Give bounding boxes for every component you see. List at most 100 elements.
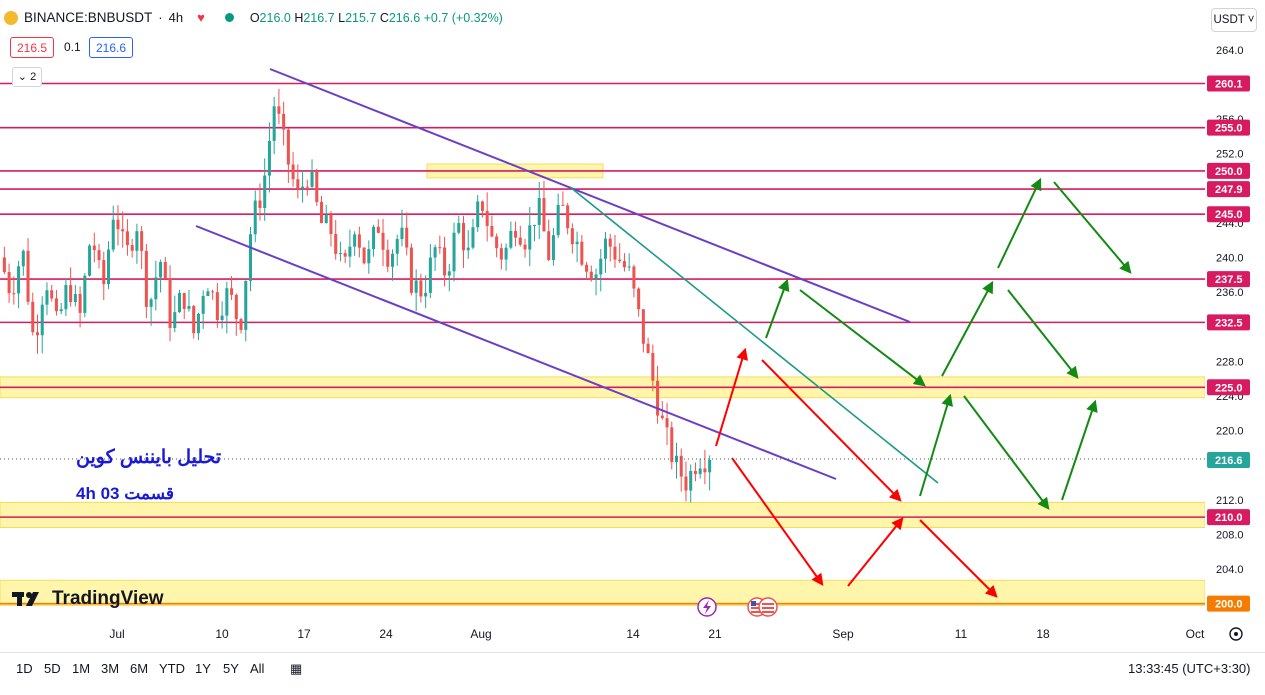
- symbol-label[interactable]: BINANCE:BNBUSDT: [24, 10, 153, 25]
- range-5y[interactable]: 5Y: [223, 661, 239, 676]
- candle-body: [495, 236, 499, 249]
- candle-body: [329, 214, 333, 235]
- candle-body: [286, 129, 290, 165]
- scenario-arrow-bearish: [761, 359, 902, 502]
- chevron-down-icon: ⌄: [17, 71, 28, 83]
- candle-body: [64, 285, 68, 310]
- candle-body: [353, 234, 357, 247]
- settings-gear-icon[interactable]: [1229, 627, 1243, 641]
- candle-body: [78, 294, 82, 313]
- range-1y[interactable]: 1Y: [195, 661, 211, 676]
- indicator-layers-toggle[interactable]: ⌄ 2: [12, 67, 42, 87]
- tradingview-logo[interactable]: TradingView: [12, 588, 164, 610]
- candle-body: [116, 219, 120, 230]
- support-zone[interactable]: [0, 579, 1206, 606]
- level-price-label: 237.5: [1215, 274, 1243, 286]
- candle-body: [12, 293, 16, 295]
- lightning-event-icon[interactable]: [697, 597, 717, 617]
- candle-body: [570, 228, 574, 245]
- candle-body: [267, 140, 271, 176]
- level-price-tag: [1207, 162, 1250, 179]
- heart-icon[interactable]: ♥: [197, 10, 205, 25]
- trendline-drawings[interactable]: [195, 68, 939, 484]
- analysis-episode: 4h قسمت 03: [76, 484, 175, 503]
- date-range-calendar-icon[interactable]: ▦: [290, 661, 303, 676]
- candle-body: [357, 234, 361, 248]
- range-1d[interactable]: 1D: [16, 661, 33, 676]
- candle-body: [679, 455, 683, 477]
- channel-upper-line[interactable]: [269, 68, 911, 323]
- candle-body: [580, 241, 584, 265]
- range-ytd[interactable]: YTD: [159, 661, 185, 676]
- candle-body: [490, 225, 494, 237]
- level-price-tag: [1207, 314, 1250, 331]
- candle-body: [125, 231, 129, 246]
- sell-price-button[interactable]: 216.5: [10, 37, 55, 58]
- scenario-arrow-bullish: [1061, 399, 1098, 501]
- price-axis-tick: 240.0: [1216, 252, 1244, 264]
- candle-body: [452, 232, 456, 272]
- candle-body: [144, 250, 148, 307]
- candle-body: [537, 198, 541, 225]
- candle-body: [480, 201, 484, 211]
- level-price-tag: [1207, 206, 1250, 223]
- range-all[interactable]: All: [250, 661, 265, 676]
- candle-body: [26, 250, 30, 302]
- candle-body: [433, 247, 437, 258]
- us-flag-event-icon-2[interactable]: [758, 597, 778, 617]
- level-price-label: 232.5: [1215, 317, 1243, 329]
- price-axis-tick: 264.0: [1216, 45, 1244, 57]
- candle-body: [324, 214, 328, 224]
- candle-body: [253, 200, 257, 235]
- candle-body: [121, 229, 125, 232]
- interval-label[interactable]: 4h: [168, 10, 184, 25]
- candle-body: [424, 292, 428, 297]
- candle-body: [130, 245, 134, 251]
- candle-body: [698, 468, 702, 475]
- level-price-tag: [1207, 379, 1250, 396]
- low-label: L: [338, 10, 346, 25]
- candle-body: [400, 227, 404, 239]
- candle-body: [443, 247, 447, 276]
- candle-body: [376, 226, 380, 233]
- buy-price-button[interactable]: 216.6: [89, 37, 134, 58]
- price-axis[interactable]: 264.0256.0252.0248.0244.0240.0236.0228.0…: [1205, 0, 1265, 650]
- candle-body: [277, 106, 281, 114]
- support-zone[interactable]: [0, 501, 1206, 529]
- time-axis-tick: Oct: [1186, 627, 1205, 641]
- time-axis-tick: 17: [297, 627, 311, 641]
- candle-body: [689, 471, 693, 491]
- candle-body: [627, 266, 631, 268]
- candle-body: [665, 418, 669, 428]
- currency-select[interactable]: USDT ˅: [1211, 8, 1257, 32]
- range-6m[interactable]: 6M: [130, 661, 149, 676]
- layers-count: 2: [30, 71, 37, 83]
- range-5d[interactable]: 5D: [44, 661, 61, 676]
- time-axis[interactable]: Jul 10 17 24 Aug 14 21 Sep 11 18 Oct: [109, 627, 1205, 641]
- candle-body: [509, 230, 513, 248]
- candle-body: [83, 275, 87, 313]
- candle-body: [291, 164, 295, 180]
- scenario-arrow-bullish: [765, 278, 790, 339]
- market-status-icon[interactable]: [224, 13, 234, 22]
- candle-body: [551, 235, 555, 260]
- range-1m[interactable]: 1M: [72, 661, 91, 676]
- candle-body: [575, 241, 579, 245]
- candle-body: [547, 231, 551, 260]
- scenario-arrow-bullish: [1007, 289, 1079, 379]
- candle-body: [457, 223, 461, 233]
- tradingview-logo-text: TradingView: [52, 588, 164, 609]
- candle-body: [362, 247, 366, 264]
- range-3m[interactable]: 3M: [101, 661, 120, 676]
- candle-body: [632, 266, 636, 289]
- channel-lower-line[interactable]: [195, 225, 837, 480]
- candle-body: [646, 343, 650, 354]
- candle-body: [111, 219, 115, 250]
- candle-body: [438, 247, 442, 249]
- clock-readout[interactable]: 13:33:45 (UTC+3:30): [1128, 661, 1251, 676]
- close-value: 216.6: [388, 10, 421, 25]
- descending-trendline[interactable]: [569, 186, 939, 484]
- time-axis-tick: 10: [215, 627, 229, 641]
